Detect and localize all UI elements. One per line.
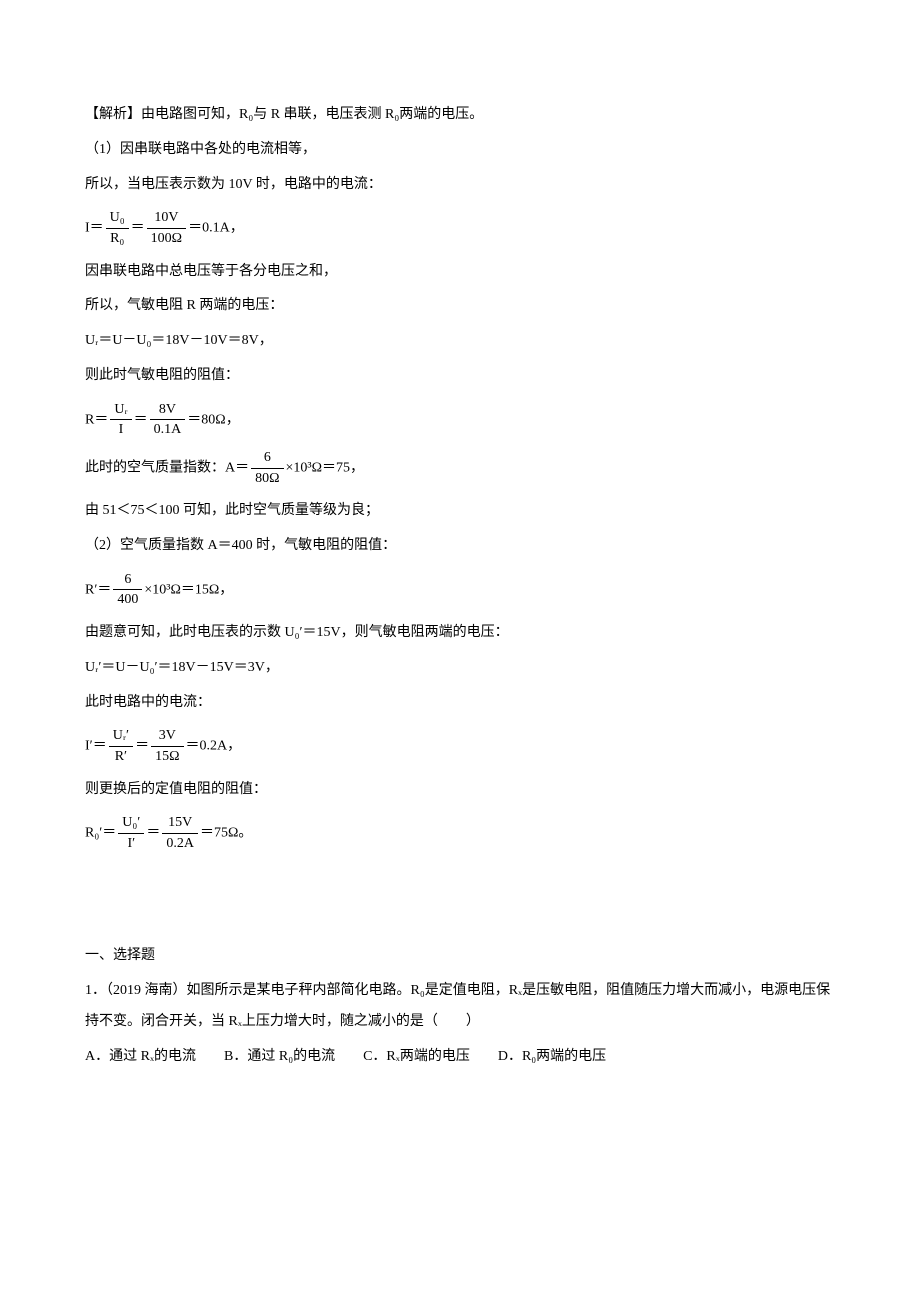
paragraph-9: 由题意可知，此时电压表的示数 U₀′＝15V，则气敏电阻两端的电压：: [85, 618, 835, 649]
section-gap: [85, 861, 835, 941]
eq3-mid: ＝: [134, 412, 148, 427]
eq3-rhs: ＝80Ω，: [187, 412, 239, 427]
eq1-f1-den: R₀: [106, 229, 129, 249]
option-c: C．Rₓ两端的电压: [363, 1049, 470, 1064]
eq3-fraction-1: UᵣI: [110, 400, 131, 440]
paragraph-8: （2）空气质量指数 A＝400 时，气敏电阻的阻值：: [85, 531, 835, 562]
eq5-fraction: 6400: [113, 570, 142, 610]
eq7-f2-den: 15Ω: [151, 747, 183, 767]
eq8-fraction-1: U₀′I′: [118, 813, 144, 853]
p6-post: ×10³Ω＝75，: [286, 460, 365, 475]
eq7-fraction-1: Uᵣ′R′: [109, 726, 133, 766]
paragraph-4: 所以，气敏电阻 R 两端的电压：: [85, 291, 835, 322]
eq8-f2-den: 0.2A: [162, 834, 198, 854]
eq5-rhs: ×10³Ω＝15Ω，: [144, 582, 233, 597]
eq8-rhs: ＝75Ω。: [200, 826, 252, 841]
paragraph-1: （1）因串联电路中各处的电流相等，: [85, 135, 835, 166]
eq3-f1-num: Uᵣ: [110, 400, 131, 421]
paragraph-6: 此时的空气质量指数：A＝680Ω×10³Ω＝75，: [85, 448, 835, 488]
eq3-f2-num: 8V: [150, 400, 186, 421]
option-d: D．R₀两端的电压: [498, 1049, 606, 1064]
eq3-lhs: R＝: [85, 412, 108, 427]
equation-3: R＝UᵣI＝8V0.1A＝80Ω，: [85, 400, 835, 440]
analysis-intro: 【解析】由电路图可知，R₀与 R 串联，电压表测 R₀两端的电压。: [85, 100, 835, 131]
paragraph-5: 则此时气敏电阻的阻值：: [85, 361, 835, 392]
equation-7: I′＝Uᵣ′R′＝3V15Ω＝0.2A，: [85, 726, 835, 766]
eq5-den: 400: [113, 590, 142, 610]
equation-6: Uᵣ′＝U－U₀′＝18V－15V＝3V，: [85, 653, 835, 684]
eq1-f1-num: U₀: [106, 208, 129, 229]
eq1-lhs: I＝: [85, 221, 104, 236]
p6-pre: 此时的空气质量指数：A＝: [85, 460, 249, 475]
eq7-lhs: I′＝: [85, 739, 107, 754]
eq8-fraction-2: 15V0.2A: [162, 813, 198, 853]
eq3-f1-den: I: [110, 420, 131, 440]
eq8-f1-num: U₀′: [118, 813, 144, 834]
equation-5: R′＝6400×10³Ω＝15Ω，: [85, 570, 835, 610]
eq7-mid: ＝: [135, 739, 149, 754]
question-1: 1．（2019 海南）如图所示是某电子秤内部简化电路。R₀是定值电阻，Rₓ是压敏…: [85, 976, 835, 1038]
eq1-rhs: ＝0.1A，: [188, 221, 244, 236]
equation-2: Uᵣ＝U－U₀＝18V－10V＝8V，: [85, 326, 835, 357]
eq7-fraction-2: 3V15Ω: [151, 726, 183, 766]
paragraph-7: 由 51＜75＜100 可知，此时空气质量等级为良；: [85, 496, 835, 527]
eq1-f2-den: 100Ω: [147, 229, 186, 249]
eq4-den: 80Ω: [251, 469, 283, 489]
options-row: A．通过 Rₓ的电流 B．通过 R₀的电流 C．Rₓ两端的电压 D．R₀两端的电…: [85, 1042, 835, 1073]
eq1-f2-num: 10V: [147, 208, 186, 229]
paragraph-10: 此时电路中的电流：: [85, 688, 835, 719]
section-heading: 一、选择题: [85, 941, 835, 972]
option-b: B．通过 R₀的电流: [224, 1049, 335, 1064]
eq3-f2-den: 0.1A: [150, 420, 186, 440]
eq5-num: 6: [113, 570, 142, 591]
eq8-f1-den: I′: [118, 834, 144, 854]
eq8-mid: ＝: [146, 826, 160, 841]
eq4-fraction: 680Ω: [251, 448, 283, 488]
eq1-fraction-1: U₀R₀: [106, 208, 129, 248]
eq7-f1-num: Uᵣ′: [109, 726, 133, 747]
paragraph-2: 所以，当电压表示数为 10V 时，电路中的电流：: [85, 170, 835, 201]
paragraph-3: 因串联电路中总电压等于各分电压之和，: [85, 257, 835, 288]
eq5-lhs: R′＝: [85, 582, 111, 597]
paragraph-11: 则更换后的定值电阻的阻值：: [85, 775, 835, 806]
eq8-lhs: R₀′＝: [85, 826, 116, 841]
eq7-rhs: ＝0.2A，: [186, 739, 242, 754]
eq1-mid: ＝: [131, 221, 145, 236]
equation-8: R₀′＝U₀′I′＝15V0.2A＝75Ω。: [85, 813, 835, 853]
eq7-f2-num: 3V: [151, 726, 183, 747]
eq4-num: 6: [251, 448, 283, 469]
eq7-f1-den: R′: [109, 747, 133, 767]
equation-1: I＝U₀R₀＝10V100Ω＝0.1A，: [85, 208, 835, 248]
eq8-f2-num: 15V: [162, 813, 198, 834]
eq1-fraction-2: 10V100Ω: [147, 208, 186, 248]
eq3-fraction-2: 8V0.1A: [150, 400, 186, 440]
option-a: A．通过 Rₓ的电流: [85, 1049, 196, 1064]
